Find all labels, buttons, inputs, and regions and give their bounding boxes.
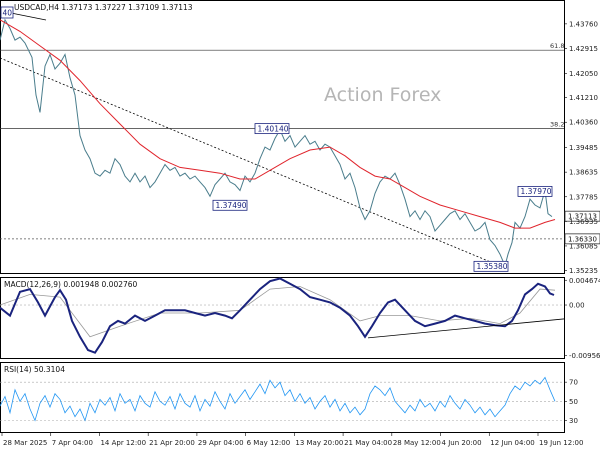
macd-y-axis: 0.004674 0.00 -0.009568 [564, 277, 600, 360]
price-axis-tag-box [564, 233, 600, 245]
price-y-tick-label: 1.36085 [569, 242, 598, 250]
price-y-tick-label: 1.35235 [569, 267, 598, 275]
watermark: Action Forex [324, 84, 441, 106]
rsi-label: RSI(14) 50.3104 [4, 365, 65, 374]
price-y-axis: 1.43760 1.42915 1.42050 1.41210 1.40360 1.394… [564, 20, 598, 275]
price-y-tick-label: 1.42915 [569, 45, 598, 53]
rsi-panel-frame [0, 362, 565, 433]
x-tick-label: 19 Jun 12:00 [539, 439, 583, 447]
price-y-tick-label: 1.43760 [569, 20, 598, 28]
rsi-y-tick-label: 30 [569, 417, 578, 425]
price-y-tick-label: 1.40360 [569, 119, 598, 127]
reference-level-label: 61.8 [550, 42, 564, 50]
price-label-box [212, 199, 248, 211]
x-tick-label: 12 Jun 04:00 [490, 439, 534, 447]
price-label-text: 1.40140 [258, 124, 289, 133]
price-label-box [254, 123, 290, 135]
price-label-box [517, 185, 553, 197]
price-label-text: 1.37490 [216, 201, 247, 210]
corner-tag-box [0, 6, 14, 19]
price-series-line [0, 18, 553, 268]
price-label-text: 1.37970 [521, 187, 552, 196]
price-axis-tags: 1.37113 1.36330 [564, 210, 600, 245]
x-tick-label: 7 Apr 04:00 [52, 439, 93, 447]
macd-panel-frame [0, 277, 565, 359]
price-y-tick-label: 1.41210 [569, 94, 598, 102]
macd-y-tick-label: 0.004674 [569, 277, 600, 285]
price-axis-tag-text: 1.36330 [568, 235, 597, 243]
price-y-tick-label: 1.39485 [569, 144, 598, 152]
macd-trendline [367, 318, 566, 339]
price-axis-tag-text: 1.37113 [568, 213, 597, 221]
x-tick-label: 13 May 20:00 [295, 439, 343, 447]
price-trendline [0, 57, 506, 269]
rsi-line [0, 376, 556, 422]
price-label-text: 1.35380 [477, 262, 508, 271]
reference-level-label: 38.2 [550, 121, 564, 129]
price-y-tick-label: 1.38635 [569, 169, 598, 177]
rsi-y-tick-label: 70 [569, 379, 578, 387]
x-tick-label: 14 Apr 12:00 [100, 439, 146, 447]
x-tick-label: 28 Mar 2025 [3, 439, 47, 447]
x-tick-label: 28 May 12:00 [393, 439, 441, 447]
rsi-y-tick-label: 50 [569, 398, 578, 406]
x-tick-label: 4 Jun 20:00 [442, 439, 482, 447]
price-y-tick-label: 1.36935 [569, 218, 598, 226]
macd-y-tick-label: -0.009568 [569, 352, 600, 360]
macd-line [0, 277, 555, 354]
price-axis-tag-box [564, 210, 600, 222]
x-tick-label: 6 May 12:00 [247, 439, 291, 447]
rsi-y-axis: 70 50 30 [564, 379, 578, 425]
price-panel-frame [0, 0, 565, 274]
corner-tag-text: 40 [3, 9, 13, 18]
macd-y-tick-label: 0.00 [569, 302, 585, 310]
macd-signal-line [0, 286, 556, 338]
price-y-tick-label: 1.42050 [569, 70, 598, 78]
macd-label: MACD(12,26,9) 0.001948 0.002760 [4, 280, 138, 289]
x-tick-label: 21 May 04:00 [344, 439, 392, 447]
symbol-header: USDCAD,H4 1.37173 1.37227 1.37109 1.3711… [14, 3, 193, 12]
x-tick-label: 29 Apr 04:00 [198, 439, 244, 447]
x-tick-label: 21 Apr 20:00 [149, 439, 195, 447]
time-x-axis: 28 Mar 2025 7 Apr 04:00 14 Apr 12:00 21 Apr… [1, 432, 583, 447]
price-y-tick-label: 1.37785 [569, 193, 598, 201]
price-labels: 1.40140 1.37490 1.37970 1.35380 [212, 123, 553, 272]
price-label-box [473, 260, 509, 272]
moving-average-line [0, 19, 556, 229]
reference-levels: 61.8 38.2 [0, 42, 564, 240]
